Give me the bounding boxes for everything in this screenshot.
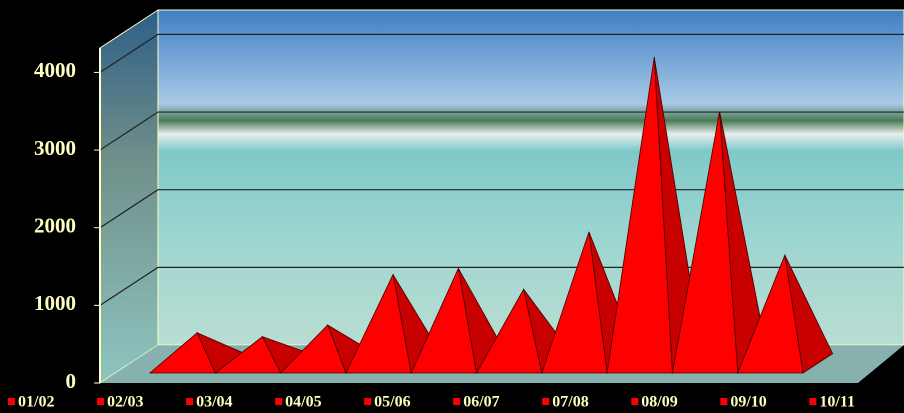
legend-label: 05/06 — [374, 394, 410, 411]
y-tick-label: 3000 — [34, 136, 76, 160]
legend-swatch — [97, 398, 105, 405]
pyramid — [671, 111, 768, 374]
pyramid-front — [148, 332, 216, 374]
pyramid-front — [606, 57, 673, 374]
legend-swatch — [809, 398, 817, 405]
legend-swatch — [453, 398, 461, 405]
legend-swatch — [186, 398, 194, 405]
legend-label: 10/11 — [819, 394, 855, 411]
y-tick-label: 2000 — [34, 214, 76, 238]
legend-label: 03/04 — [196, 394, 232, 411]
pyramid-front — [475, 288, 543, 374]
legend-label: 04/05 — [285, 394, 321, 411]
y-tick-label: 1000 — [34, 291, 76, 315]
y-tick-label: 4000 — [34, 58, 76, 82]
pyramid-front — [671, 111, 739, 374]
legend-swatch — [720, 398, 728, 405]
pyramid-front — [541, 231, 608, 374]
y-tick-label: 0 — [66, 369, 77, 393]
legend-label: 07/08 — [552, 394, 588, 411]
pyramid-front — [214, 336, 282, 374]
legend-swatch — [542, 398, 550, 405]
legend-label: 06/07 — [463, 394, 499, 411]
legend-swatch — [8, 398, 15, 405]
pyramid-front — [737, 253, 804, 374]
grid-line — [99, 33, 904, 73]
legend-swatch — [631, 398, 639, 405]
legend-label: 02/03 — [107, 394, 143, 411]
pyramid — [737, 253, 834, 374]
side-wall — [99, 9, 159, 384]
pyramid-front — [410, 266, 477, 374]
pyramid-front — [279, 324, 347, 374]
legend-label: 09/10 — [730, 394, 766, 411]
legend-label: 08/09 — [641, 394, 677, 411]
legend-swatch — [275, 398, 283, 405]
legend-label: 01/02 — [18, 394, 54, 411]
legend-swatch — [364, 398, 372, 405]
pyramid-front — [345, 273, 412, 374]
